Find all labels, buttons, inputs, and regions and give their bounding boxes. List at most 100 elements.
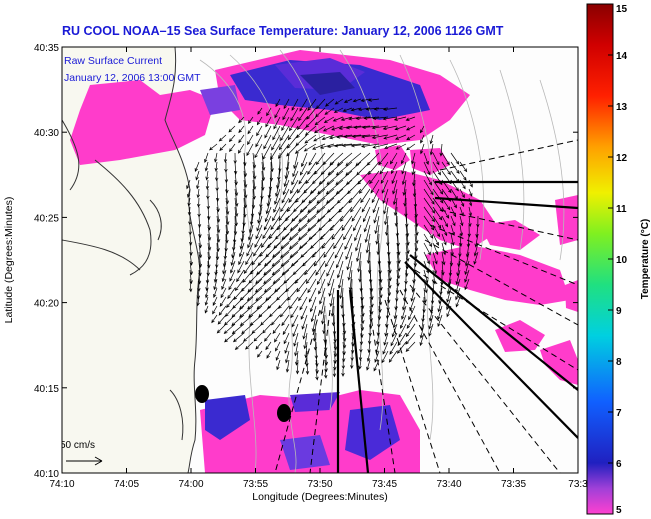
current-vector [369,170,380,185]
surface-current-vectors [186,98,480,381]
current-vector [266,107,272,117]
current-vector [259,242,272,258]
current-vector [339,278,344,300]
current-vector [473,251,479,265]
coastline [62,47,201,473]
current-vector [239,305,254,318]
current-vector [343,224,353,241]
current-vector [279,305,290,318]
current-vector [389,152,398,165]
current-vector [327,269,335,287]
current-vector [260,233,272,248]
current-vector [372,143,389,149]
current-vector [321,305,326,325]
current-vector [345,152,362,166]
current-vector [331,125,344,131]
current-vector [273,197,281,213]
current-vector [282,179,290,196]
current-vector [320,296,326,315]
current-vector [253,242,263,257]
current-vector [219,296,227,307]
current-vector [274,188,281,205]
current-vector [301,152,308,168]
current-vector [239,233,245,250]
current-vector [254,233,263,248]
current-vector [441,251,446,266]
current-vector [226,296,236,309]
current-vector [432,161,441,176]
current-vector [333,233,344,250]
current-vector [305,170,317,185]
current-vector [228,278,236,291]
current-vector [373,359,380,372]
current-vector [371,125,389,130]
current-vector [214,152,218,163]
current-vector [391,323,398,338]
current-vector [339,206,353,222]
current-vector [237,260,245,274]
current-vector [437,296,443,313]
current-vector [393,305,398,320]
current-vector [287,125,299,141]
current-vector [363,116,380,120]
current-vector [285,350,290,364]
current-vector [326,260,335,277]
current-vector [205,179,210,190]
x-axis-label: Longitude (Degrees:Minutes) [252,491,387,503]
current-vector [450,215,456,227]
current-vector [218,134,227,142]
current-vector [419,323,425,339]
current-vector [188,278,193,293]
current-vector [284,161,290,180]
current-vector [286,143,299,157]
current-vector [301,314,308,330]
current-vector [306,107,317,120]
current-vector [255,224,263,240]
radar-site-marker [195,385,209,403]
current-vector [355,233,362,252]
current-vector [365,233,371,254]
current-vector [241,323,254,335]
current-vector [281,116,290,131]
current-vector [474,233,479,248]
current-vector [423,206,435,223]
radar-site-marker [277,404,291,422]
colorbar-tick-label: 7 [616,408,622,419]
current-vector [223,152,228,164]
current-vector [263,332,272,342]
current-vector [292,323,299,338]
chart-title: RU COOL NOAA–15 Sea Surface Temperature:… [62,24,504,38]
current-vector [196,179,200,190]
current-vector [315,107,326,118]
current-vector [294,143,308,154]
current-vector [420,134,425,144]
current-vector [432,197,444,213]
current-vector [288,224,308,241]
current-vector [302,251,317,267]
current-vector [468,197,473,207]
current-vector [233,161,238,175]
current-vector [353,125,371,130]
current-vector [333,359,337,371]
colorbar-tick-label: 6 [616,459,622,470]
current-vector [278,134,290,151]
current-vector [378,152,389,166]
current-vector [408,305,416,321]
current-vector [473,242,479,257]
current-vector [422,296,426,314]
current-vector [304,134,317,144]
current-vector [334,242,344,259]
current-vector [278,296,290,309]
sst-field [70,50,578,473]
current-vector [305,269,317,285]
current-vector [313,251,326,267]
current-vector [196,197,201,208]
current-vector [371,188,380,204]
current-vector [291,314,299,328]
current-vector [390,332,398,347]
current-vector [423,188,435,205]
current-vector [393,197,398,217]
current-vector [298,224,317,241]
current-vector [274,332,281,343]
current-vector [280,242,299,258]
